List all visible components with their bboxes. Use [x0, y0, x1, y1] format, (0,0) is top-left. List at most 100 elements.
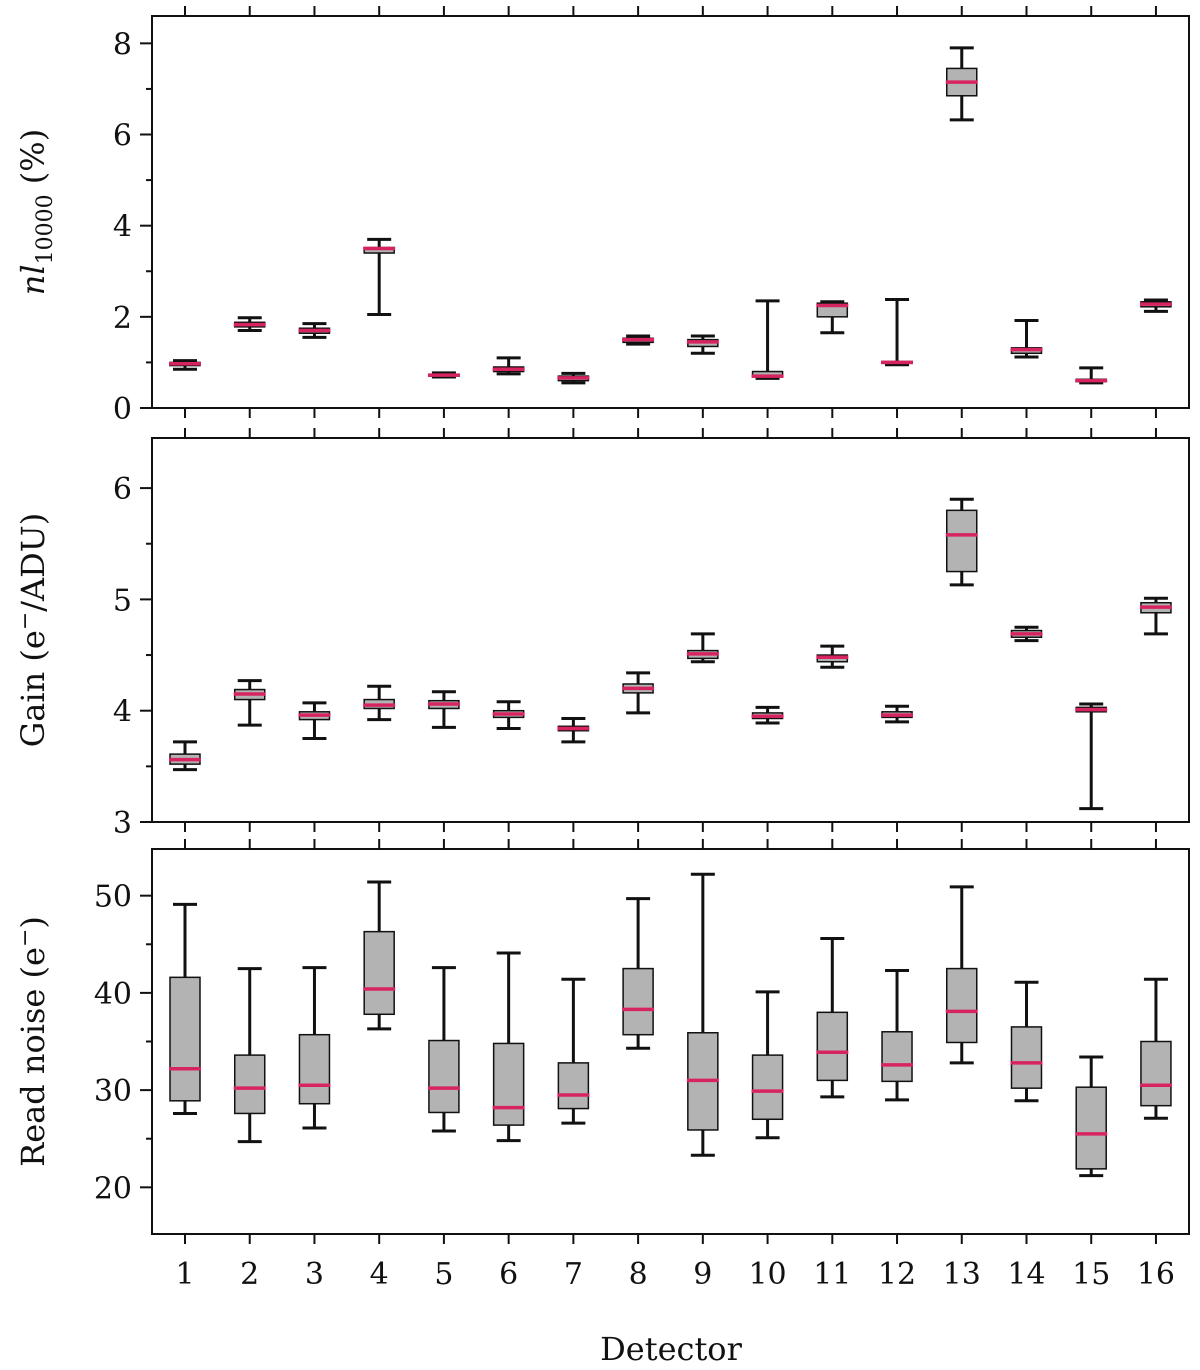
box-detector-2: [233, 679, 266, 727]
box-detector-4: [363, 684, 396, 722]
y-tick-label: 50: [94, 880, 132, 915]
box-iqr: [751, 1054, 784, 1121]
x-tick-label: 14: [1007, 1257, 1045, 1292]
box-detector-12: [881, 969, 914, 1102]
box-detector-14: [1010, 625, 1043, 643]
box-iqr: [557, 1062, 590, 1110]
box-detector-2: [233, 967, 266, 1144]
box-detector-6: [492, 356, 525, 376]
box-iqr: [233, 1054, 266, 1115]
box-detector-1: [169, 740, 201, 772]
y-axis-label-sup: −: [13, 612, 38, 630]
x-tick-label: 10: [748, 1257, 786, 1292]
box-detector-5: [427, 371, 460, 379]
x-tick-label: 15: [1072, 1257, 1110, 1292]
y-axis-label-sup: −: [13, 929, 38, 947]
box-detector-9: [686, 632, 719, 664]
box-detector-15: [1075, 366, 1108, 385]
box-iqr: [881, 1031, 913, 1083]
box-detector-7: [557, 977, 590, 1125]
box-detector-8: [622, 671, 655, 715]
x-tick-label: 1: [175, 1257, 194, 1292]
box-detector-1: [169, 359, 201, 371]
box-detector-6: [492, 700, 525, 731]
x-tick-label: 5: [434, 1257, 453, 1292]
x-tick-label: 3: [305, 1257, 324, 1292]
box-detector-10: [751, 299, 784, 380]
box-detector-12: [881, 704, 914, 724]
axes-frame: [151, 15, 1190, 409]
box-detector-8: [622, 334, 655, 346]
box-detector-9: [686, 872, 719, 1157]
box-detector-6: [492, 951, 525, 1143]
y-axis-label-main: Gain (e: [14, 630, 52, 747]
box-detector-2: [233, 316, 266, 333]
y-tick-label: 8: [113, 27, 132, 62]
y-tick-label: 4: [113, 210, 132, 245]
x-tick-label: 4: [370, 1257, 389, 1292]
box-detector-3: [298, 966, 331, 1130]
y-axis-label-suffix: ): [14, 916, 52, 928]
box-detector-9: [686, 334, 719, 355]
box-detector-7: [557, 716, 590, 744]
box-detector-1: [169, 902, 201, 1115]
box-iqr: [622, 967, 654, 1036]
y-axis-label-main: nl: [14, 264, 52, 295]
panel-nonlinearity: 0 2 4 6 8 nl10000 (%): [14, 6, 1190, 427]
y-axis-label: Read noise (e−): [13, 916, 52, 1167]
y-axis-label: nl10000 (%): [14, 129, 58, 295]
y-axis-label: Gain (e−/ADU): [13, 513, 52, 748]
x-tick-label: 6: [499, 1257, 518, 1292]
y-tick-label: 6: [113, 119, 132, 154]
box-detector-11: [816, 300, 849, 335]
y-tick-label: 3: [113, 806, 132, 841]
box-iqr: [363, 930, 395, 1016]
y-tick-label: 20: [94, 1171, 132, 1206]
box-iqr: [1075, 1086, 1107, 1170]
y-tick-label: 6: [113, 472, 132, 507]
box-detector-3: [298, 701, 331, 741]
y-axis-label-main: Read noise (e: [14, 947, 52, 1167]
y-axis-label-sub: 10000: [33, 194, 58, 264]
box-iqr: [1140, 1040, 1172, 1107]
panel-gain: 3 4 5 6 Gain (e−/ADU): [13, 428, 1190, 841]
y-tick-label: 2: [113, 301, 132, 336]
box-detector-16: [1139, 596, 1172, 636]
box-detector-3: [298, 322, 331, 339]
y-tick-label: 40: [94, 977, 132, 1012]
box-detector-5: [427, 690, 460, 729]
box-detector-12: [881, 298, 914, 367]
y-tick-label: 5: [113, 583, 132, 618]
box-detector-14: [1010, 980, 1043, 1103]
x-tick-label: 8: [629, 1257, 648, 1292]
y-tick-label: 0: [113, 392, 132, 427]
y-tick-label: 4: [113, 695, 132, 730]
x-tick-label: 11: [813, 1257, 851, 1292]
box-detector-11: [816, 936, 849, 1099]
y-axis-label-suffix: (%): [14, 129, 52, 195]
x-tick-label: 2: [240, 1257, 259, 1292]
box-detector-14: [1010, 318, 1043, 359]
box-detector-13: [945, 46, 978, 122]
box-detector-11: [816, 644, 849, 669]
y-axis-label-suffix: /ADU): [14, 513, 52, 612]
box-detector-10: [751, 705, 784, 725]
x-tick-label: 7: [564, 1257, 583, 1292]
box-iqr: [492, 1042, 525, 1126]
box-detector-13: [945, 885, 978, 1065]
box-iqr: [169, 976, 201, 1102]
box-iqr: [816, 1011, 849, 1082]
x-tick-label: 16: [1137, 1257, 1175, 1292]
x-tick-label: 13: [943, 1257, 981, 1292]
box-detector-16: [1139, 298, 1172, 313]
box-iqr: [1010, 1026, 1043, 1089]
box-detector-7: [557, 371, 590, 385]
box-iqr: [946, 967, 978, 1044]
box-detector-15: [1075, 702, 1108, 811]
box-detector-4: [363, 237, 396, 317]
box-iqr: [428, 1039, 460, 1114]
y-tick-label: 30: [94, 1074, 132, 1109]
x-tick-label: 9: [693, 1257, 712, 1292]
box-detector-5: [427, 966, 460, 1133]
